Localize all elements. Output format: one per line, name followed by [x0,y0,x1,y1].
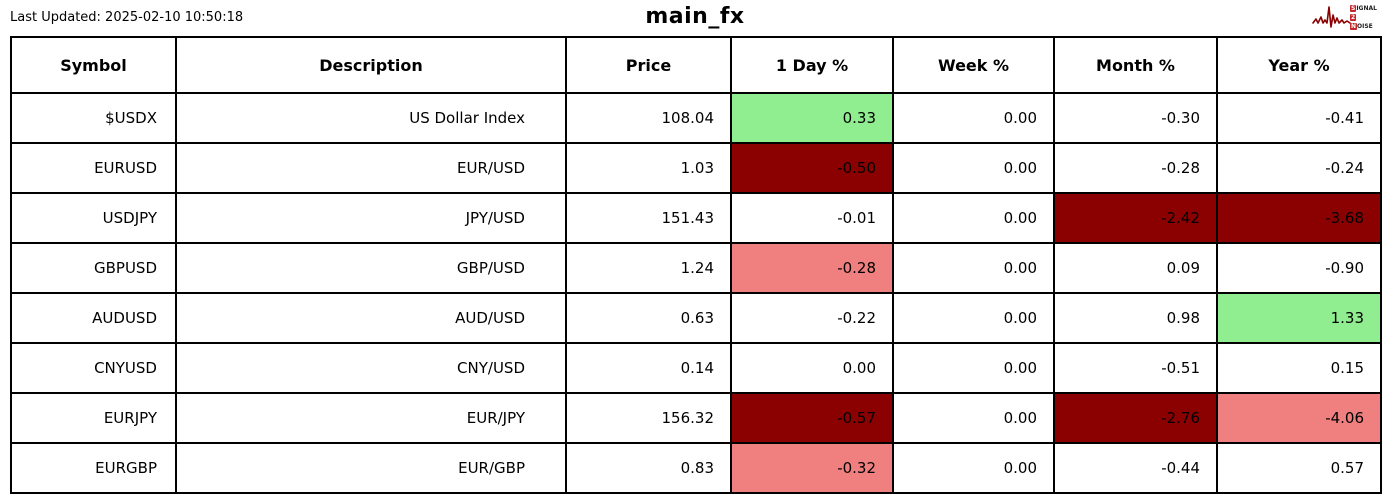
cell-symbol: EURGBP [10,442,177,494]
column-header-1-day-: 1 Day % [730,36,894,94]
cell-price: 0.63 [565,292,732,344]
cell-year: 0.15 [1216,342,1382,394]
cell-month: 0.09 [1053,242,1218,294]
cell-day: -0.01 [730,192,894,244]
cell-week: 0.00 [892,342,1055,394]
table-row-audusd: AUDUSD AUD/USD 0.63 -0.22 0.00 0.98 1.33 [10,292,1382,344]
cell-day: -0.28 [730,242,894,294]
table-row-eurjpy: EURJPY EUR/JPY 156.32 -0.57 0.00 -2.76 -4.06 [10,392,1382,444]
cell-price: 0.83 [565,442,732,494]
cell-description: AUD/USD [175,292,567,344]
cell-symbol: AUDUSD [10,292,177,344]
table-row-gbpusd: GBPUSD GBP/USD 1.24 -0.28 0.00 0.09 -0.90 [10,242,1382,294]
table-row-usdjpy: USDJPY JPY/USD 151.43 -0.01 0.00 -2.42 -3.68 [10,192,1382,244]
page-title: main_fx [645,4,745,29]
cell-week: 0.00 [892,92,1055,144]
column-header-week-: Week % [892,36,1055,94]
cell-day: -0.32 [730,442,894,494]
cell-month: -0.51 [1053,342,1218,394]
cell-year: -3.68 [1216,192,1382,244]
table-row-eurgbp: EURGBP EUR/GBP 0.83 -0.32 0.00 -0.44 0.57 [10,442,1382,494]
cell-description: US Dollar Index [175,92,567,144]
cell-week: 0.00 [892,442,1055,494]
table-row-usdx: $USDX US Dollar Index 108.04 0.33 0.00 -0.30-… [10,92,1382,144]
table-row-eurusd: EURUSD EUR/USD 1.03 -0.50 0.00 -0.28 -0.24 [10,142,1382,194]
cell-month: -0.44 [1053,442,1218,494]
logo-badge-s: S [1350,4,1357,12]
cell-price: 108.04 [565,92,732,144]
cell-day: -0.22 [730,292,894,344]
cell-week: 0.00 [892,192,1055,244]
fx-quotes-table: Symbol Description Price 1 Day % Week % Month… [10,36,1382,494]
column-header-description: Description [175,36,567,94]
cell-symbol: EURUSD [10,142,177,194]
logo-text: S IGNAL 2 N OISE [1350,4,1377,30]
cell-year: 0.57 [1216,442,1382,494]
cell-description: CNY/USD [175,342,567,394]
top-bar: Last Updated: 2025-02-10 10:50:18 main_f… [0,0,1390,36]
cell-symbol: $USDX [10,92,177,144]
logo-badge-n: N [1350,22,1358,30]
cell-price: 151.43 [565,192,732,244]
column-header-month-: Month % [1053,36,1218,94]
cell-month: -2.76 [1053,392,1218,444]
cell-month: -2.42 [1053,192,1218,244]
cell-week: 0.00 [892,242,1055,294]
table-row-cnyusd: CNYUSD CNY/USD 0.14 0.00 0.00 -0.51 0.15 [10,342,1382,394]
cell-month: 0.98 [1053,292,1218,344]
cell-description: GBP/USD [175,242,567,294]
cell-week: 0.00 [892,292,1055,344]
cell-description: EUR/USD [175,142,567,194]
cell-description: EUR/JPY [175,392,567,444]
cell-price: 1.03 [565,142,732,194]
cell-week: 0.00 [892,142,1055,194]
cell-year: 1.33 [1216,292,1382,344]
cell-year: -0.24 [1216,142,1382,194]
table-header-row: Symbol Description Price 1 Day % Week % Month… [10,36,1382,94]
cell-symbol: GBPUSD [10,242,177,294]
cell-day: -0.50 [730,142,894,194]
cell-price: 156.32 [565,392,732,444]
cell-symbol: CNYUSD [10,342,177,394]
last-updated-timestamp: Last Updated: 2025-02-10 10:50:18 [10,10,244,25]
cell-price: 0.14 [565,342,732,394]
cell-day: 0.00 [730,342,894,394]
cell-year: -0.90 [1216,242,1382,294]
cell-month: -0.28 [1053,142,1218,194]
cell-year: -0.41 [1216,92,1382,144]
cell-year: -4.06 [1216,392,1382,444]
cell-symbol: USDJPY [10,192,177,244]
column-header-year-: Year % [1216,36,1382,94]
cell-description: JPY/USD [175,192,567,244]
cell-day: 0.33 [730,92,894,144]
column-header-symbol: Symbol [10,36,177,94]
logo-badge-2: 2 [1350,13,1357,21]
signal2noise-logo: S IGNAL 2 N OISE [1312,2,1384,32]
cell-description: EUR/GBP [175,442,567,494]
cell-week: 0.00 [892,392,1055,444]
cell-price: 1.24 [565,242,732,294]
cell-day: -0.57 [730,392,894,444]
column-header-price: Price [565,36,732,94]
waveform-icon [1312,3,1352,31]
cell-month: -0.30 [1053,92,1218,144]
cell-symbol: EURJPY [10,392,177,444]
